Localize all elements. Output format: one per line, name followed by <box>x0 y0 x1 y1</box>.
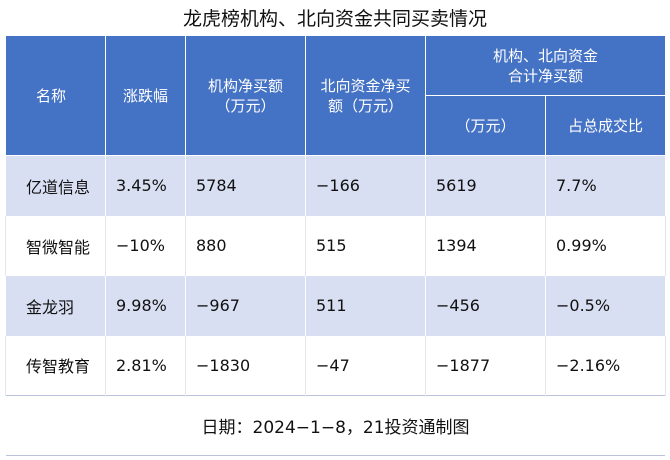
cell-change: 3.45% <box>105 155 186 216</box>
header-north-net-line1: 北向资金净买 <box>320 76 411 95</box>
header-inst-net-line1: 机构净买额 <box>207 76 283 95</box>
cell-north-net: −47 <box>305 335 426 396</box>
cell-combined: 1394 <box>425 215 546 276</box>
cell-change: 9.98% <box>105 275 186 336</box>
footer-row: 日期：2024−1−8，21投资通制图 <box>4 395 667 456</box>
cell-ratio: −0.5% <box>544 275 667 336</box>
header-name: 名称 <box>5 35 106 156</box>
table-row: 传智教育 2.81% −1830 −47 −1877 −2.16% <box>5 335 667 396</box>
cell-north-net: 515 <box>305 215 426 276</box>
header-combined: 机构、北向资金 合计净买额 <box>424 35 667 96</box>
footer-note: 日期：2024−1−8，21投资通制图 <box>4 395 667 456</box>
cell-ratio: 0.99% <box>544 215 667 276</box>
table-row: 智微智能 −10% 880 515 1394 0.99% <box>5 215 667 276</box>
cell-name: 传智教育 <box>5 335 106 396</box>
cell-inst-net: 5784 <box>185 155 306 216</box>
header-inst-net-line2: （万元） <box>215 96 276 115</box>
cell-inst-net: −1830 <box>185 335 306 396</box>
cell-name: 智微智能 <box>5 215 106 276</box>
cell-combined: 5619 <box>425 155 546 216</box>
header-share-of-turnover: 占总成交比 <box>544 95 667 156</box>
cell-north-net: −166 <box>305 155 426 216</box>
data-table: 名称 涨跌幅 机构净买额 （万元） 北向资金净买 额（万元） 机构、北向资金 合… <box>4 35 667 456</box>
header-combined-unit: （万元） <box>425 95 546 156</box>
header-north-net-line2: 额（万元） <box>327 96 403 115</box>
header-combined-line2: 合计净买额 <box>508 66 584 85</box>
cell-change: 2.81% <box>105 335 186 396</box>
table-title: 龙虎榜机构、北向资金共同买卖情况 <box>182 8 487 30</box>
table-row: 金龙羽 9.98% −967 511 −456 −0.5% <box>5 275 667 336</box>
cell-ratio: 7.7% <box>544 155 667 216</box>
cell-north-net: 511 <box>305 275 426 336</box>
header-north-net: 北向资金净买 额（万元） <box>305 35 426 156</box>
cell-inst-net: −967 <box>185 275 306 336</box>
cell-inst-net: 880 <box>185 215 306 276</box>
header-combined-line1: 机构、北向资金 <box>493 46 599 65</box>
header-inst-net: 机构净买额 （万元） <box>185 35 306 156</box>
table-row: 亿道信息 3.45% 5784 −166 5619 7.7% <box>5 155 667 216</box>
cell-change: −10% <box>105 215 186 276</box>
cell-ratio: −2.16% <box>544 335 667 396</box>
cell-combined: −456 <box>425 275 546 336</box>
cell-name: 金龙羽 <box>5 275 106 336</box>
header-change: 涨跌幅 <box>105 35 186 156</box>
cell-combined: −1877 <box>425 335 546 396</box>
cell-name: 亿道信息 <box>5 155 106 216</box>
